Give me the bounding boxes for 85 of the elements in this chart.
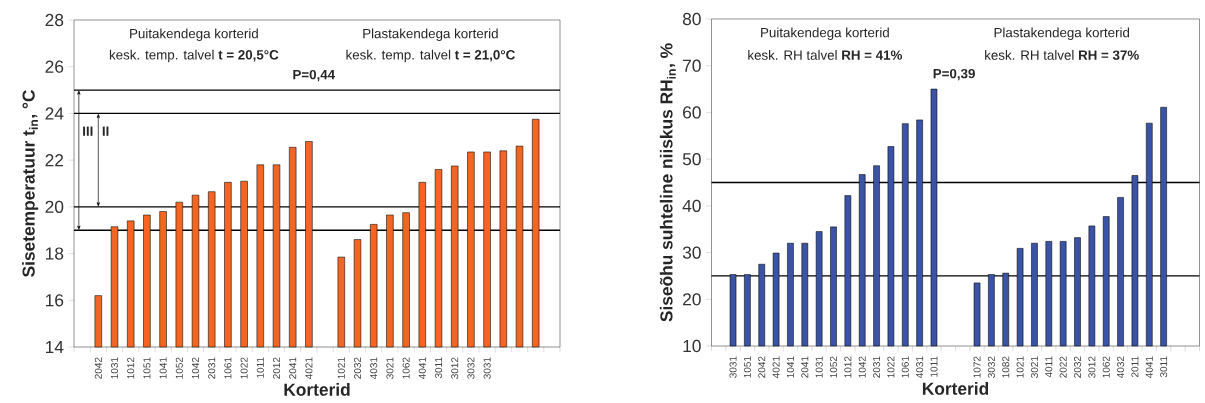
x-tick-label: 4021 bbox=[772, 356, 780, 379]
y-tick-label: 24 bbox=[45, 107, 64, 120]
y-tick-label: 60 bbox=[683, 106, 701, 119]
x-tick-label: 1082 bbox=[1002, 356, 1010, 378]
annotation: kesk. RH talvel RH = 41% bbox=[748, 50, 903, 60]
annotation: P=0,39 bbox=[933, 68, 975, 81]
x-tick-label: 1052 bbox=[175, 357, 183, 379]
x-tick-label: 1012 bbox=[844, 356, 852, 378]
x-tick-label: 3021 bbox=[1030, 356, 1038, 378]
x-tick-label: 4041 bbox=[418, 357, 426, 380]
y-axis-title: Siseõhu suhteline niiskus RH$_{in}$, % bbox=[659, 43, 676, 322]
x-tick-label: 3012 bbox=[451, 357, 459, 379]
annotation: P=0,44 bbox=[293, 69, 335, 82]
x-tick-label: 3012 bbox=[1088, 356, 1096, 378]
x-tick-label: 2022 bbox=[1059, 356, 1067, 378]
y-tick-label: 40 bbox=[682, 199, 701, 212]
x-tick-label: 1022 bbox=[240, 357, 248, 379]
x-tick-label: 1051 bbox=[143, 357, 151, 379]
x-tick-label: 3011 bbox=[1160, 356, 1168, 378]
y-tick-label: 50 bbox=[682, 153, 701, 166]
x-tick-label: 1042 bbox=[858, 356, 866, 378]
x-tick-label: 1062 bbox=[1102, 356, 1110, 378]
y-tick-label: 30 bbox=[682, 246, 701, 259]
x-tick-label: 4041 bbox=[1145, 356, 1153, 379]
x-tick-label: 1041 bbox=[159, 357, 167, 379]
x-tick-label: 1041 bbox=[786, 356, 794, 378]
y-tick-label: 26 bbox=[45, 60, 64, 73]
x-tick-label: 4031 bbox=[916, 356, 924, 379]
y-tick-label: 22 bbox=[45, 154, 64, 167]
x-tick-label: 3032 bbox=[987, 356, 995, 378]
annotation: III bbox=[83, 126, 93, 136]
x-tick-label: 2042 bbox=[94, 357, 102, 379]
x-tick-label: 1022 bbox=[887, 356, 895, 378]
x-tick-label: 1072 bbox=[973, 356, 981, 378]
x-tick-label: 1062 bbox=[402, 357, 410, 379]
annotation: kesk. RH talvel RH = 37% bbox=[985, 50, 1139, 60]
x-tick-label: 4021 bbox=[305, 357, 313, 380]
x-tick-label: 3032 bbox=[467, 357, 475, 379]
y-tick-label: 20 bbox=[683, 293, 701, 306]
x-tick-label: 2041 bbox=[289, 357, 297, 379]
y-tick-label: 80 bbox=[682, 12, 701, 26]
x-tick-label: 1061 bbox=[901, 356, 909, 378]
x-tick-label: 3031 bbox=[729, 356, 737, 378]
annotation: kesk. temp. talvel t = 21,0°C bbox=[346, 49, 515, 63]
annotation: kesk. temp. talvel t = 20,5°C bbox=[109, 49, 279, 63]
x-tick-label: 1021 bbox=[337, 357, 345, 379]
x-tick-label: 1042 bbox=[191, 357, 200, 379]
x-tick-label: 1052 bbox=[829, 356, 838, 378]
y-tick-label: 70 bbox=[683, 59, 701, 72]
x-tick-label: 3021 bbox=[386, 357, 394, 379]
x-tick-label: 2041 bbox=[801, 356, 809, 378]
x-tick-label: 1012 bbox=[127, 357, 135, 379]
y-tick-label: 18 bbox=[45, 247, 64, 260]
x-tick-label: 2031 bbox=[873, 356, 881, 378]
x-tick-label: 1021 bbox=[1016, 356, 1024, 378]
y-tick-label: 20 bbox=[45, 200, 64, 213]
y-tick-label: 14 bbox=[45, 341, 64, 353]
x-tick-label: 3011 bbox=[434, 357, 443, 379]
annotation: Plastakendega korterid bbox=[994, 27, 1130, 40]
x-tick-label: 1011 bbox=[256, 357, 264, 378]
x-tick-label: 4032 bbox=[1117, 356, 1125, 379]
x-tick-label: 2031 bbox=[208, 357, 216, 379]
x-tick-label: 2032 bbox=[1073, 356, 1082, 378]
x-tick-label: 1061 bbox=[224, 357, 232, 379]
x-tick-label: 1031 bbox=[110, 357, 119, 379]
annotation: II bbox=[102, 126, 109, 136]
y-tick-label: 28 bbox=[45, 13, 64, 27]
x-tick-label: 2032 bbox=[353, 357, 362, 379]
x-tick-label: 3031 bbox=[483, 357, 491, 379]
x-tick-label: 4031 bbox=[370, 357, 378, 380]
x-tick-label: 2012 bbox=[272, 357, 281, 379]
x-tick-label: 1051 bbox=[743, 356, 751, 378]
x-tick-label: 2011 bbox=[1131, 356, 1139, 378]
x-axis-title: Korterid bbox=[922, 382, 989, 395]
annotation: Plastakendega korterid bbox=[363, 28, 498, 41]
annotation: Puitakendega korterid bbox=[130, 28, 258, 41]
x-tick-label: 2042 bbox=[758, 356, 766, 378]
x-tick-label: 1011 bbox=[930, 356, 938, 377]
x-tick-label: 4011 bbox=[1045, 356, 1053, 378]
y-axis-title: Sisetemperatuur t$_{in}$, °C bbox=[22, 90, 39, 277]
x-axis-title: Korterid bbox=[284, 383, 350, 396]
annotation: Puitakendega korterid bbox=[761, 27, 889, 40]
y-tick-label: 16 bbox=[45, 294, 64, 307]
x-tick-label: 1031 bbox=[815, 356, 823, 378]
y-tick-label: 10 bbox=[683, 339, 701, 353]
